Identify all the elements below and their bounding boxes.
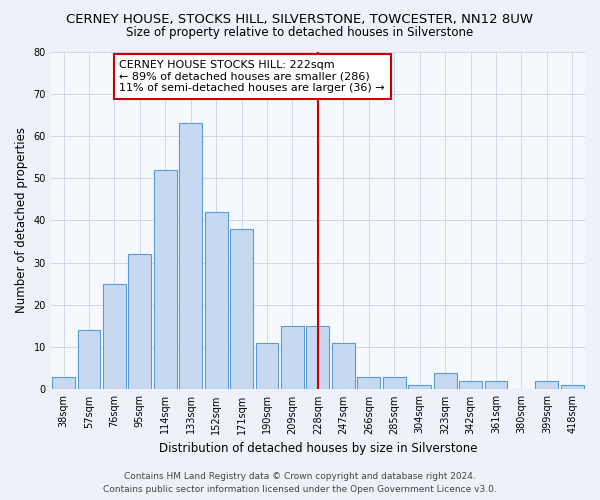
Bar <box>281 326 304 390</box>
Bar <box>408 385 431 390</box>
Bar <box>154 170 177 390</box>
Bar <box>561 385 584 390</box>
Bar <box>383 377 406 390</box>
Bar <box>128 254 151 390</box>
Text: CERNEY HOUSE, STOCKS HILL, SILVERSTONE, TOWCESTER, NN12 8UW: CERNEY HOUSE, STOCKS HILL, SILVERSTONE, … <box>67 12 533 26</box>
Text: Contains HM Land Registry data © Crown copyright and database right 2024.
Contai: Contains HM Land Registry data © Crown c… <box>103 472 497 494</box>
Y-axis label: Number of detached properties: Number of detached properties <box>15 128 28 314</box>
Bar <box>434 372 457 390</box>
Bar <box>535 381 558 390</box>
Bar <box>358 377 380 390</box>
Bar <box>459 381 482 390</box>
Bar <box>52 377 75 390</box>
Bar <box>332 343 355 390</box>
Bar <box>307 326 329 390</box>
X-axis label: Distribution of detached houses by size in Silverstone: Distribution of detached houses by size … <box>158 442 477 455</box>
Bar <box>77 330 100 390</box>
Text: Size of property relative to detached houses in Silverstone: Size of property relative to detached ho… <box>127 26 473 39</box>
Bar <box>205 212 227 390</box>
Bar <box>485 381 508 390</box>
Bar <box>230 229 253 390</box>
Bar <box>103 284 126 390</box>
Bar <box>256 343 278 390</box>
Bar <box>179 124 202 390</box>
Text: CERNEY HOUSE STOCKS HILL: 222sqm
← 89% of detached houses are smaller (286)
11% : CERNEY HOUSE STOCKS HILL: 222sqm ← 89% o… <box>119 60 385 93</box>
